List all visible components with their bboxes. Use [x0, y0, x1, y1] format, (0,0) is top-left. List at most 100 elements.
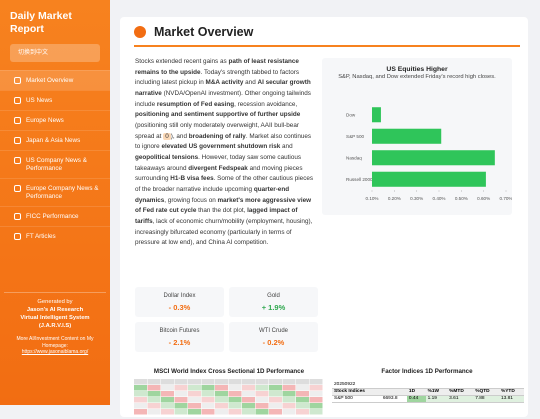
text-run: ), and — [170, 132, 189, 140]
header-cell: Stock Indices — [332, 388, 381, 396]
heat-cell — [188, 397, 201, 403]
heat-cell — [242, 379, 255, 385]
chart-title: US Equities Higher — [386, 66, 448, 73]
factor-title: Factor Indices 1D Performance — [381, 368, 473, 375]
heat-cell — [161, 397, 174, 403]
table-cell: S&P 500 — [332, 395, 381, 403]
nav-label: FT Articles — [26, 232, 56, 240]
heat-cell — [188, 409, 201, 415]
tile-value: - 2.1% — [168, 338, 191, 347]
more-info: More AI/Investment Content on My Homepag… — [4, 336, 106, 356]
nav-item[interactable]: FICC Performance — [0, 206, 110, 226]
nav-item[interactable]: Japan & Asia News — [0, 130, 110, 150]
market-tile: Bitcoin Futures - 2.1% — [135, 322, 224, 352]
heat-cell — [134, 397, 147, 403]
heading-text: Market Overview — [154, 25, 254, 39]
heat-cell — [201, 391, 215, 397]
heat-cell — [296, 385, 309, 391]
text-run: positioning and sentiment supportive of … — [135, 111, 301, 119]
y-tick-label: S&P 500 — [346, 134, 364, 139]
chart-subtitle: S&P, Nasdaq, and Dow extended Friday's r… — [338, 74, 496, 80]
icon — [134, 26, 146, 38]
table-date: 20250922 — [332, 381, 524, 389]
heat-cell — [282, 385, 296, 391]
text-run: and moving pieces surrounding — [135, 164, 303, 183]
heat-cell — [255, 397, 269, 403]
market-tile: Dollar Index - 0.3% — [135, 287, 224, 317]
heat-cell — [174, 409, 188, 415]
nav-label: FICC Performance — [26, 212, 79, 220]
table-cell: 3.61 — [447, 395, 474, 403]
nav-item[interactable]: US News — [0, 90, 110, 110]
chart-panel: US Equities Higher S&P, Nasdaq, and Dow … — [322, 58, 512, 215]
text-run: , lack of economic churn/mobility (emplo… — [135, 217, 313, 247]
summary: Stocks extended recent gains as path of … — [135, 57, 317, 249]
y-tick-label: Russell 2000 — [346, 177, 373, 182]
nav-label: Japan & Asia News — [26, 136, 81, 144]
heat-cell — [161, 403, 174, 409]
heat-cell — [269, 397, 282, 403]
nav-icon — [14, 76, 21, 84]
table-cell: 0.44 — [406, 395, 426, 403]
header-cell: 1D — [406, 388, 426, 396]
nav-icon — [14, 212, 21, 220]
heat-cell — [255, 403, 269, 409]
y-tick-label: Nasdaq — [346, 155, 362, 160]
heat-cell — [228, 409, 242, 415]
heat-cell — [228, 397, 242, 403]
text-run: (NVDA/OpenAI investment). Other ongoing … — [135, 89, 311, 108]
nav-item[interactable]: Market Overview — [0, 70, 110, 90]
text-run: . Some of the other cautious pieces of t… — [135, 175, 314, 193]
text-run: broadening of rally — [188, 132, 246, 140]
table-cell: 6693.8 — [380, 395, 407, 403]
text-run: than the dot plot, — [196, 207, 248, 215]
bar — [372, 171, 486, 187]
heat-cell — [174, 403, 188, 409]
heat-cell — [147, 409, 161, 415]
heat-cell — [147, 403, 161, 409]
sidebar: Daily Market Report 切换到中文 Market Overvie… — [0, 0, 110, 405]
heat-cell — [147, 391, 161, 397]
tile-name: Gold — [267, 293, 280, 299]
text-run: market's more aggressive view of Fed rat… — [135, 196, 312, 215]
heat-cell — [215, 391, 228, 397]
text-run: and — [243, 79, 258, 87]
table-row: 20250922 — [332, 381, 524, 389]
heat-cell — [147, 397, 161, 403]
homepage-link[interactable]: https://www.jasonaiblama.org/ — [21, 349, 89, 355]
nav-item[interactable]: Europe News — [0, 110, 110, 130]
text-run: . Market also continues to ignore — [135, 132, 312, 151]
x-tick-label: 0.40% — [432, 196, 445, 201]
text-run: H1-B visa fees — [170, 175, 214, 183]
divider — [134, 45, 520, 47]
nav-icon — [14, 156, 21, 164]
heat-cell — [188, 379, 201, 385]
y-tick-label: Dow — [346, 112, 356, 117]
heat-cell — [282, 403, 296, 409]
credit-line: (J.A.R.V.I.S) — [38, 323, 72, 329]
text-run: (positioning still only moderately overw… — [135, 121, 299, 140]
text-run: divergent Fedspeak — [188, 164, 248, 172]
heat-cell — [228, 385, 242, 391]
header-cell: %QTD — [473, 388, 499, 396]
heat-cell — [255, 385, 269, 391]
language-button[interactable]: 切换到中文 — [10, 44, 100, 62]
nav-item[interactable]: FT Articles — [0, 226, 110, 246]
heat-cell — [228, 379, 242, 385]
text-run: , growing focus on — [164, 196, 218, 204]
table-cell: 1.19 — [425, 395, 448, 403]
credits: Generated by Jason's AI Research Virtual I… — [4, 292, 106, 330]
nav-item[interactable]: Europe Company News & Performance — [0, 178, 110, 206]
nav-item[interactable]: US Company News & Performance — [0, 150, 110, 178]
content-card: Market Overview Stocks extended recent g… — [120, 17, 528, 417]
nav-icon — [14, 136, 21, 144]
chart: 0.10% 0.20% 0.30% 0.40% 0.50% 0.60% 0.70% Dow S&… — [346, 107, 512, 201]
header-cell: %YTD — [498, 388, 524, 396]
heat-cell — [296, 409, 309, 415]
bar — [372, 128, 442, 144]
credit-line: Virtual Intelligent System — [20, 315, 90, 321]
text-run: . Today's strength tabbed to factors inc… — [135, 68, 300, 87]
tile-value: + 1.9% — [261, 303, 286, 312]
nav-label: Europe Company News & Performance — [26, 184, 99, 200]
table-cell: 13.81 — [498, 395, 524, 403]
